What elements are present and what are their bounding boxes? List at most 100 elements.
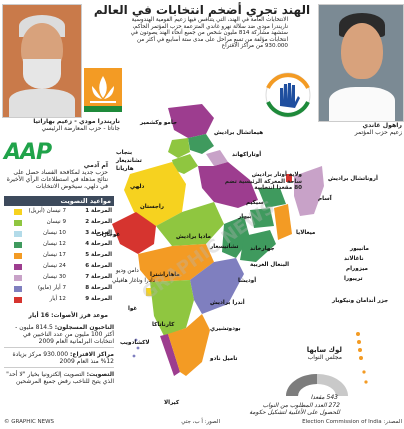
schedule-row: 10 نيسان المرحلة 3 xyxy=(14,230,112,238)
label-meghalaya: ميغالايا xyxy=(296,230,316,236)
fact-stations: مراكز الاقتراع: 930.000 مركز بزيادة 12% … xyxy=(4,351,114,368)
region-tn xyxy=(168,314,210,376)
label-mp: ماديا براديش xyxy=(176,234,211,240)
label-dnh: دادرا وناغار هافيلي xyxy=(112,278,156,284)
label-daman: دامن وديو xyxy=(116,268,139,274)
label-chhattisgarh: تشاتيسغار xyxy=(210,244,239,250)
label-puducherry: بودوتشيري xyxy=(210,326,241,332)
footer-source: المصدر: Election Commission of India xyxy=(302,419,402,425)
phase-label: المرحلة 2 xyxy=(85,219,112,225)
phase-date: 17 نيسان xyxy=(43,252,66,258)
region-mp xyxy=(156,202,224,246)
phase-date: 9 نيسان xyxy=(46,219,66,225)
label-hp: هيماتشال براديش xyxy=(214,130,264,136)
fact-voting: التصويت: التصويت إلكترونيا بخيار "لا أحد… xyxy=(6,371,114,385)
label-punjab: بنجاب xyxy=(116,150,133,156)
phase-color-swatch xyxy=(14,297,22,303)
region-haryana xyxy=(172,154,198,174)
phase-color-swatch xyxy=(14,220,22,226)
region-up xyxy=(198,162,258,208)
intro-text: الانتخابات العامة في الهند، التي يتنافس … xyxy=(130,17,288,50)
region-gujarat xyxy=(112,212,156,254)
india-map xyxy=(112,104,324,376)
gandhi-role: زعيم حزب المؤتمر xyxy=(354,129,402,136)
region-sikkim xyxy=(286,174,292,182)
schedule-row: 9 نيسان المرحلة 2 xyxy=(14,219,112,227)
region-goa xyxy=(146,288,152,296)
label-nagaland: ناغالاند xyxy=(344,256,364,262)
facts-block: الناخبون المسجلون: 814.5 مليون - أكثر 10… xyxy=(4,324,114,385)
label-tn: تاميل نادو xyxy=(210,356,238,362)
label-maharashtra: ماهاراشترا xyxy=(150,272,180,278)
region-maharashtra xyxy=(138,244,214,282)
phase-date: 12 نيسان xyxy=(43,241,66,247)
phase-color-swatch xyxy=(14,231,22,237)
label-lakshadweep: لاكشادويب xyxy=(120,340,150,346)
phase-color-swatch xyxy=(14,264,22,270)
schedule-header: مواعيد التصويت xyxy=(4,196,114,206)
region-rajasthan xyxy=(124,162,186,226)
region-hp xyxy=(188,134,214,154)
up-callout: ولاية أوتار براديش ساحة المعركة الرئيسية… xyxy=(224,172,302,191)
phase-date: 30 نيسان xyxy=(43,274,66,280)
phase-color-swatch xyxy=(14,253,22,259)
phase-label: المرحلة 8 xyxy=(85,285,112,291)
region-jk xyxy=(168,104,214,138)
gandhi-name: راهول غاندي xyxy=(362,122,403,129)
aap-desc: حزب جديد لمكافحة الفساد حصل على نتائج مذ… xyxy=(6,169,108,190)
lok-sabha-title: لوك سابها مجلس النواب xyxy=(306,346,342,361)
region-karnataka xyxy=(150,280,194,336)
schedule-row: 7 أيار (مايو) المرحلة 8 xyxy=(14,285,112,293)
schedule-row: 7 نيسان (أبريل) المرحلة 1 xyxy=(14,208,112,216)
region-bihar xyxy=(258,188,286,208)
phase-color-swatch xyxy=(14,209,22,215)
phase-date: 12 أيار xyxy=(49,296,66,302)
label-wb: البنغال الغربية xyxy=(250,262,290,268)
label-manipur: مانيبور xyxy=(350,246,369,252)
andaman-islands xyxy=(356,332,368,384)
modi-photo xyxy=(2,4,82,118)
label-bihar: بيهار xyxy=(238,214,252,220)
schedule-row: 12 أيار المرحلة 9 xyxy=(14,296,112,304)
modi-name: ناريندرا مودي - زعيم بهاراتيا xyxy=(33,118,120,125)
aap-logo-text: AAP xyxy=(4,140,52,165)
phase-color-swatch xyxy=(14,275,22,281)
label-andaman: جزر أندامان ونيكوبار xyxy=(332,298,389,304)
parliament-seats-graphic xyxy=(286,374,348,396)
label-goa: غوا xyxy=(128,306,138,312)
label-tripura: تريبورا xyxy=(344,276,363,282)
label-ap: أندرا براديش xyxy=(210,300,245,306)
label-haryana: هاريانا xyxy=(116,166,134,172)
lok-sabha-seats: 543 مقعدا xyxy=(310,394,338,401)
aap-name: آم آدمي xyxy=(83,162,108,169)
fact-voters: الناخبون المسجلون: 814.5 مليون - أكثر 10… xyxy=(4,324,114,348)
label-rajasthan: راجستان xyxy=(140,204,165,210)
label-uttarakhand: أوتاراكهاند xyxy=(232,152,262,158)
footer-copyright: © GRAPHIC NEWS xyxy=(4,419,55,425)
phase-color-swatch xyxy=(14,242,22,248)
region-ap xyxy=(190,258,244,314)
region-jharkhand xyxy=(250,208,274,228)
schedule-row: 30 نيسان المرحلة 7 xyxy=(14,274,112,282)
phase-label: المرحلة 4 xyxy=(85,241,112,247)
region-odisha xyxy=(240,230,276,262)
phase-date: 7 أيار (مايو) xyxy=(37,285,66,291)
page-title: الهند تجري أضخم انتخابات في العالم xyxy=(93,3,311,17)
schedule-row: 17 نيسان المرحلة 5 xyxy=(14,252,112,260)
schedule-list: 7 نيسان (أبريل) المرحلة 1 9 نيسان المرحلة 2… xyxy=(0,208,120,308)
label-delhi: دلهي xyxy=(130,184,145,190)
phase-label: المرحلة 6 xyxy=(85,263,112,269)
phase-date: 24 نيسان xyxy=(43,263,66,269)
region-uttarakhand xyxy=(206,150,228,166)
aap-logo: AAP xyxy=(4,140,52,165)
label-chandigarh: تشانديغار xyxy=(116,158,142,164)
label-gujarat: غوجارات xyxy=(96,232,121,238)
region-punjab xyxy=(168,138,190,158)
schedule-row: 12 نيسان المرحلة 4 xyxy=(14,241,112,249)
phase-label: المرحلة 3 xyxy=(85,230,112,236)
label-jharkhand: جهارخاند xyxy=(250,246,275,252)
phase-date: 10 نيسان xyxy=(43,230,66,236)
label-jk: جامو وكشمير xyxy=(140,120,177,126)
label-odisha: أوديشا xyxy=(238,278,257,284)
phase-label: المرحلة 7 xyxy=(85,274,112,280)
